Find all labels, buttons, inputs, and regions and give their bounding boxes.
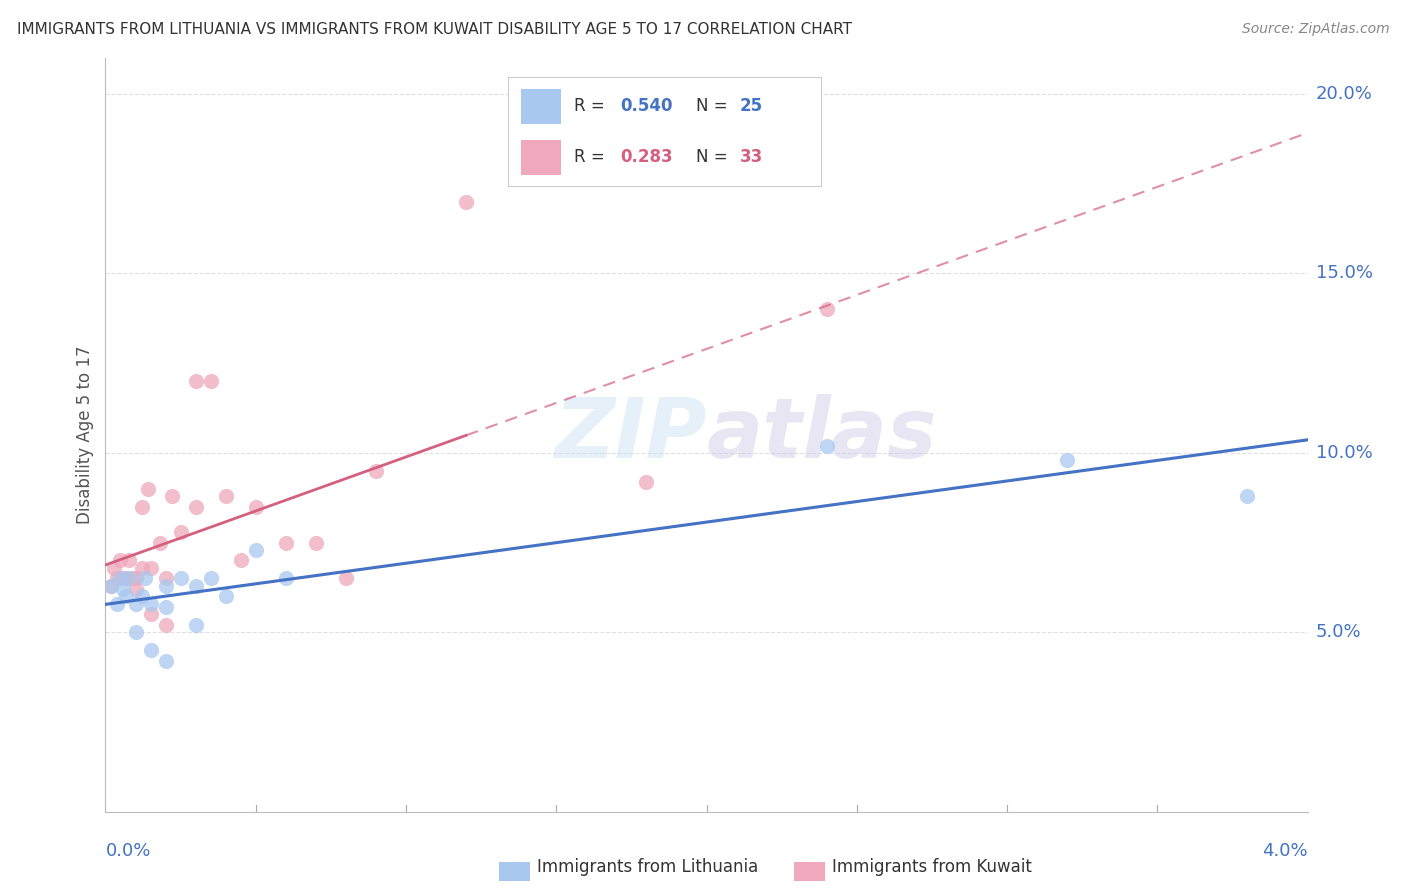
Text: IMMIGRANTS FROM LITHUANIA VS IMMIGRANTS FROM KUWAIT DISABILITY AGE 5 TO 17 CORRE: IMMIGRANTS FROM LITHUANIA VS IMMIGRANTS …: [17, 22, 852, 37]
Point: [100, 578, 122, 592]
Point: [121, 571, 143, 585]
Point: [155, 618, 177, 632]
Point: [214, 489, 236, 503]
Point: [118, 571, 141, 585]
Point: [1236, 489, 1258, 503]
Point: [169, 571, 191, 585]
Point: [134, 571, 156, 585]
Point: [107, 571, 129, 585]
Point: [131, 560, 153, 574]
Point: [139, 597, 162, 611]
Point: [305, 535, 328, 549]
Point: [139, 607, 162, 622]
Point: [112, 582, 135, 597]
Text: 15.0%: 15.0%: [1316, 264, 1372, 283]
Text: 20.0%: 20.0%: [1316, 85, 1372, 103]
Point: [118, 553, 141, 567]
Text: atlas: atlas: [707, 394, 938, 475]
Point: [184, 374, 207, 388]
Y-axis label: Disability Age 5 to 17: Disability Age 5 to 17: [76, 345, 94, 524]
Point: [110, 571, 132, 585]
Point: [454, 194, 477, 209]
Text: ZIP: ZIP: [554, 394, 707, 475]
Point: [103, 560, 125, 574]
Point: [139, 560, 162, 574]
Point: [100, 578, 122, 592]
Point: [131, 500, 153, 514]
Point: [1056, 453, 1078, 467]
Point: [110, 553, 132, 567]
Point: [139, 643, 162, 657]
Point: [124, 597, 146, 611]
Point: [115, 571, 138, 585]
Point: [136, 482, 159, 496]
Point: [155, 654, 177, 668]
Point: [815, 302, 838, 317]
Point: [124, 571, 146, 585]
Point: [169, 524, 191, 539]
Point: [200, 374, 222, 388]
Point: [131, 590, 153, 604]
Point: [155, 571, 177, 585]
Point: [115, 590, 138, 604]
Point: [364, 464, 387, 478]
Point: [124, 625, 146, 640]
Point: [107, 597, 129, 611]
Text: 0.0%: 0.0%: [105, 842, 150, 860]
Point: [245, 542, 267, 557]
Point: [229, 553, 252, 567]
Point: [815, 439, 838, 453]
Point: [274, 535, 297, 549]
Point: [636, 475, 658, 489]
Text: 5.0%: 5.0%: [1316, 624, 1361, 641]
Point: [155, 578, 177, 592]
Point: [112, 571, 135, 585]
Point: [274, 571, 297, 585]
Point: [124, 582, 146, 597]
Point: [184, 618, 207, 632]
Text: Source: ZipAtlas.com: Source: ZipAtlas.com: [1241, 22, 1389, 37]
Point: [184, 578, 207, 592]
Text: 10.0%: 10.0%: [1316, 444, 1372, 462]
Text: Immigrants from Lithuania: Immigrants from Lithuania: [537, 858, 758, 876]
Point: [245, 500, 267, 514]
Point: [184, 500, 207, 514]
Point: [148, 535, 170, 549]
Text: 4.0%: 4.0%: [1263, 842, 1308, 860]
Point: [200, 571, 222, 585]
Point: [214, 590, 236, 604]
Text: Immigrants from Kuwait: Immigrants from Kuwait: [832, 858, 1032, 876]
Point: [335, 571, 357, 585]
Point: [160, 489, 183, 503]
Point: [155, 600, 177, 615]
